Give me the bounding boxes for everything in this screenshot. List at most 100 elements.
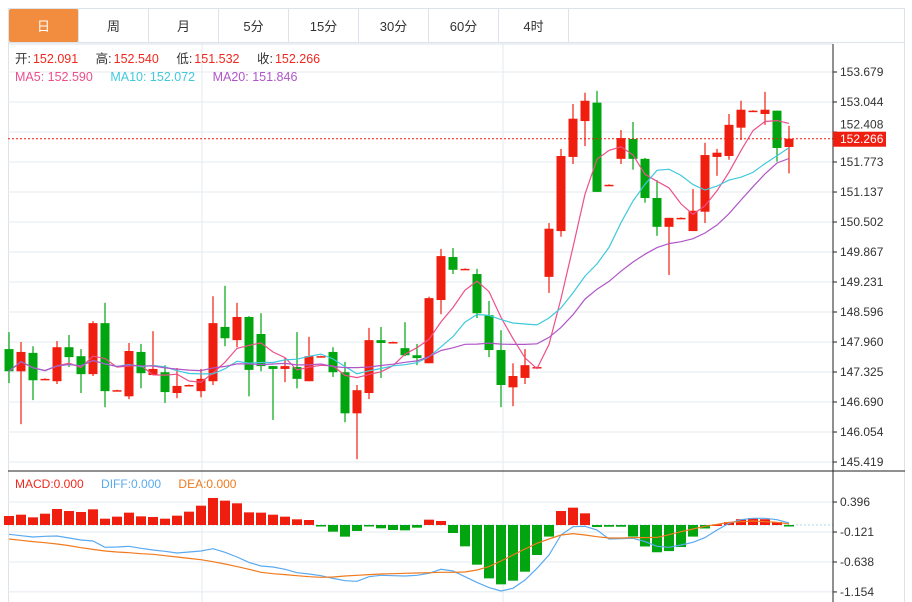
macd-bar bbox=[148, 516, 158, 525]
ma5-value: MA5: 152.590 bbox=[15, 70, 93, 84]
macd-bar bbox=[292, 519, 302, 525]
macd-bar bbox=[16, 514, 26, 525]
tab-5min[interactable]: 5分 bbox=[219, 9, 289, 42]
candle-body bbox=[328, 351, 338, 373]
macd-bar bbox=[772, 522, 782, 525]
macd-bar bbox=[484, 525, 494, 579]
candle-body bbox=[772, 110, 782, 148]
low-label: 低: bbox=[176, 52, 193, 66]
candle-body bbox=[148, 368, 158, 376]
tab-week[interactable]: 周 bbox=[79, 9, 149, 42]
ma5-line bbox=[8, 119, 790, 383]
macd-bar bbox=[352, 525, 362, 531]
dea-value: DEA:0.000 bbox=[178, 477, 237, 491]
period-tabs: 日 周 月 5分 15分 30分 60分 4时 bbox=[8, 8, 905, 43]
tab-month[interactable]: 月 bbox=[149, 9, 219, 42]
candle-body bbox=[580, 100, 590, 122]
candle-body bbox=[376, 340, 386, 343]
candle-body bbox=[256, 333, 266, 367]
price-axis-label: 149.867 bbox=[840, 245, 884, 259]
candle-body bbox=[484, 315, 494, 351]
candle-body bbox=[556, 155, 566, 232]
close-value: 152.266 bbox=[274, 52, 321, 66]
open-label: 开: bbox=[15, 52, 31, 66]
current-price-badge bbox=[833, 131, 886, 147]
macd-bar bbox=[400, 525, 410, 531]
candle-body bbox=[652, 198, 662, 227]
macd-bar bbox=[172, 515, 182, 525]
macd-bar bbox=[412, 525, 422, 528]
candle-body bbox=[112, 390, 122, 392]
ma10-value: MA10: 152.072 bbox=[110, 70, 196, 84]
macd-bar bbox=[256, 512, 266, 525]
price-axis-label: 151.137 bbox=[840, 185, 884, 199]
tab-30min[interactable]: 30分 bbox=[359, 9, 429, 42]
tab-4hour[interactable]: 4时 bbox=[499, 9, 569, 42]
macd-axis-label: -1.154 bbox=[840, 585, 874, 599]
chart-frame bbox=[8, 43, 905, 602]
candle-body bbox=[472, 274, 482, 314]
tab-60min[interactable]: 60分 bbox=[429, 9, 499, 42]
macd-bar bbox=[676, 525, 686, 548]
candle-body bbox=[628, 138, 638, 159]
candle-body bbox=[460, 268, 470, 271]
candle-body bbox=[520, 365, 530, 378]
candle-body bbox=[172, 385, 182, 394]
candle-body bbox=[604, 184, 614, 187]
macd-bar bbox=[568, 507, 578, 525]
candles bbox=[4, 90, 794, 460]
candle-body bbox=[316, 356, 326, 358]
diff-line bbox=[8, 517, 790, 592]
price-axis-label: 153.044 bbox=[840, 95, 884, 109]
dea-line bbox=[8, 520, 790, 578]
tab-15min[interactable]: 15分 bbox=[289, 9, 359, 42]
candle-body bbox=[400, 348, 410, 356]
candle-body bbox=[28, 352, 38, 381]
price-axis: 153.679 153.044 152.408 151.773 151.137 150.5… bbox=[832, 44, 886, 602]
diff-value: DIFF:0.000 bbox=[101, 477, 162, 491]
candle-body bbox=[64, 347, 74, 358]
ma-lines bbox=[8, 119, 833, 383]
macd-bar bbox=[124, 512, 134, 525]
candle-body bbox=[640, 158, 650, 199]
macd-bar bbox=[448, 525, 458, 534]
macd-bar bbox=[112, 516, 122, 525]
macd-bar bbox=[4, 516, 14, 525]
close-label: 收: bbox=[256, 52, 273, 66]
macd-bar bbox=[244, 512, 254, 525]
price-axis-label: 149.231 bbox=[840, 275, 884, 289]
candle-body bbox=[700, 155, 710, 212]
macd-bar bbox=[268, 514, 278, 525]
macd-bar bbox=[280, 516, 290, 525]
candle-body bbox=[232, 317, 242, 341]
macd-bar bbox=[664, 525, 674, 552]
macd-bar bbox=[340, 525, 350, 537]
candle-body bbox=[388, 342, 398, 344]
candle-body bbox=[340, 372, 350, 414]
price-axis-label: 152.408 bbox=[840, 118, 884, 132]
macd-bar bbox=[460, 525, 470, 547]
macd-axis-label: -0.638 bbox=[840, 555, 874, 569]
macd-bar bbox=[436, 520, 446, 525]
candle-body bbox=[748, 110, 758, 113]
macd-bar bbox=[136, 516, 146, 525]
price-axis-label: 148.596 bbox=[840, 305, 884, 319]
ohlc-info: 开: 152.091 高: 152.540 低: 151.532 收: 152.266 bbox=[15, 52, 322, 67]
open-value: 152.091 bbox=[32, 52, 79, 66]
macd-bar bbox=[28, 517, 38, 525]
macd-bar bbox=[604, 525, 614, 527]
candle-body bbox=[784, 138, 794, 147]
macd-bar bbox=[784, 525, 794, 527]
candle-body bbox=[544, 228, 554, 277]
macd-bar bbox=[208, 497, 218, 525]
candle-body bbox=[136, 351, 146, 374]
candle-body bbox=[280, 366, 290, 369]
macd-bar bbox=[196, 505, 206, 525]
ma20-line bbox=[8, 157, 790, 372]
macd-axis-label: 0.396 bbox=[840, 495, 870, 509]
tab-day[interactable]: 日 bbox=[9, 9, 79, 42]
macd-bar bbox=[592, 525, 602, 528]
macd-bar bbox=[316, 525, 326, 527]
macd-bar bbox=[616, 525, 626, 527]
